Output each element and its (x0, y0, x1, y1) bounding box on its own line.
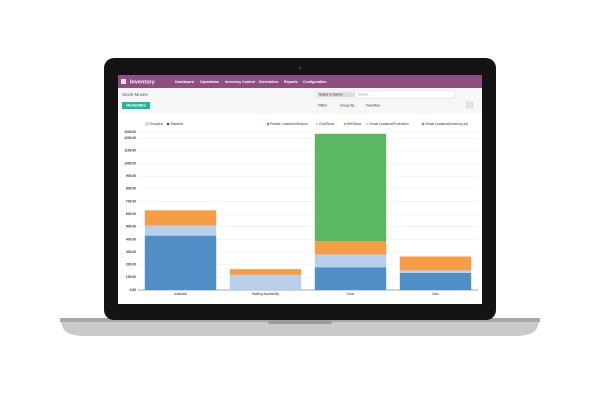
y-tick-label: 1200.00 (124, 136, 136, 140)
top-bar (118, 75, 482, 88)
laptop-base (60, 320, 540, 336)
legend-label: Virtual Locations/Inventory adj (425, 122, 468, 126)
group-by-menu[interactable]: Group By (340, 103, 355, 107)
legend-label: Chic/Stock (319, 122, 335, 126)
menu-item[interactable]: Dashboard (175, 80, 194, 84)
measures-label[interactable]: MEASURES (126, 103, 146, 107)
legend-swatch (266, 122, 270, 126)
bar-segment (229, 269, 302, 275)
x-tick-label: Done (347, 292, 355, 296)
y-tick-label: 1249.00 (124, 130, 136, 134)
stacked-label[interactable]: Stacked (171, 122, 183, 126)
bar-segment (314, 254, 387, 268)
x-tick-label: New (432, 292, 439, 296)
apps-icon[interactable] (121, 79, 126, 84)
stacked-radio[interactable] (166, 122, 170, 126)
bar-segment (144, 235, 217, 290)
y-tick-label: 700.00 (126, 199, 136, 203)
bar-segment (144, 210, 217, 226)
y-tick-label: 300.00 (126, 250, 136, 254)
app-title[interactable]: Inventory (130, 79, 156, 85)
bar-segment (314, 241, 387, 255)
breadcrumb[interactable]: Stock Moves (122, 92, 149, 97)
y-tick-label: 0.00 (130, 288, 137, 292)
grouped-label[interactable]: Grouped (150, 122, 163, 126)
legend-swatch (315, 122, 319, 126)
legend-swatch (343, 122, 347, 126)
y-tick-label: 800.00 (126, 187, 136, 191)
bar-segment (399, 256, 472, 271)
menu-item[interactable]: Inventory Control (225, 80, 255, 84)
x-tick-label: Available (174, 292, 187, 296)
search-box[interactable] (314, 90, 456, 99)
y-tick-label: 400.00 (126, 237, 136, 241)
legend-label: Virtual Locations/Production (369, 122, 409, 126)
favorites-menu[interactable]: Favorites (366, 103, 380, 107)
y-tick-label: 1100.00 (124, 149, 136, 153)
bar-segment (314, 267, 387, 290)
menu-item[interactable]: Schedulers (259, 80, 278, 84)
menu-item[interactable]: Reports (284, 80, 298, 84)
bar-segment (399, 272, 472, 290)
y-tick-label: 600.00 (126, 212, 136, 216)
y-tick-label: 100.00 (126, 275, 136, 279)
menu-item[interactable]: Configuration (303, 80, 327, 84)
view-switch[interactable] (465, 101, 474, 109)
x-tick-label: Waiting Availability (252, 292, 279, 296)
search-placeholder[interactable]: Search... (358, 93, 371, 97)
legend-swatch (365, 122, 369, 126)
search-facet[interactable]: Status or Source (319, 93, 343, 97)
y-tick-label: 500.00 (126, 225, 136, 229)
filters-menu[interactable]: Filters (318, 103, 328, 107)
grouped-radio[interactable] (145, 122, 149, 126)
bar-segment (314, 133, 387, 242)
y-tick-label: 900.00 (126, 174, 136, 178)
y-tick-label: 200.00 (126, 263, 136, 267)
y-tick-label: 1000.00 (124, 161, 136, 165)
bar-segment (229, 274, 302, 290)
menu-item[interactable]: Operations (200, 80, 219, 84)
bar-segment (144, 225, 217, 236)
bar-segment (399, 270, 472, 273)
laptop-notch (268, 320, 332, 324)
legend-label: WH/Stock (347, 122, 362, 126)
search-facet-box[interactable] (317, 92, 355, 97)
legend-label: Partner Locations/Vendors (270, 122, 308, 126)
camera (298, 66, 302, 70)
measures-button[interactable] (122, 102, 150, 109)
legend-swatch (421, 122, 425, 126)
